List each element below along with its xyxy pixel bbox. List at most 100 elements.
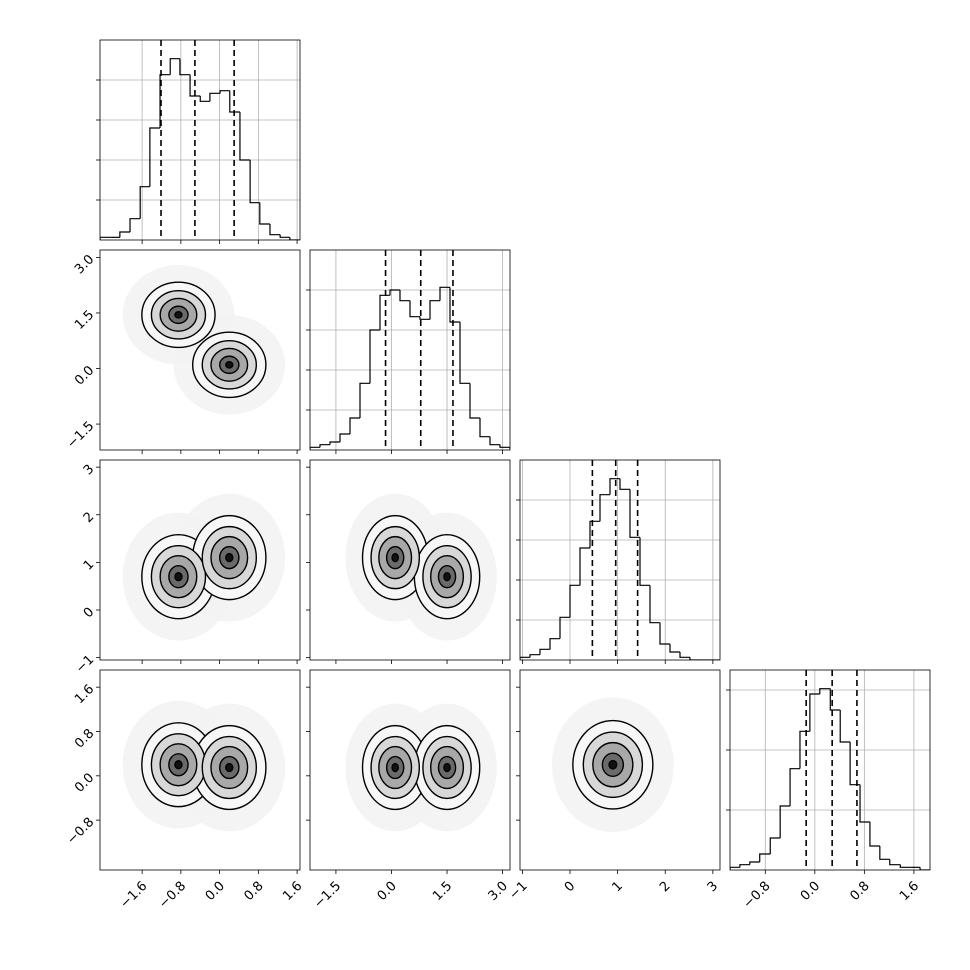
histogram-step bbox=[569, 584, 580, 618]
x-tick-label: 3 bbox=[705, 879, 721, 895]
histogram-step bbox=[919, 867, 930, 870]
histogram-step bbox=[779, 805, 791, 838]
panel-frame bbox=[519, 459, 721, 661]
histogram-step bbox=[100, 236, 111, 240]
y-tick-label: 1.6 bbox=[72, 682, 97, 707]
contour-level bbox=[391, 552, 399, 563]
histogram-step bbox=[879, 846, 890, 860]
histogram-step bbox=[819, 688, 831, 694]
histogram-step bbox=[520, 656, 530, 660]
histogram-step bbox=[119, 231, 131, 238]
y-tick-label: 2 bbox=[81, 509, 97, 525]
histogram-step bbox=[159, 74, 171, 128]
histogram-step bbox=[899, 864, 911, 868]
panel-frame bbox=[99, 459, 301, 661]
histogram-step bbox=[629, 489, 640, 538]
panel bbox=[100, 40, 300, 240]
panel-frame bbox=[99, 39, 301, 241]
histogram-step bbox=[479, 418, 490, 438]
histogram-step bbox=[149, 127, 161, 187]
histogram-step bbox=[849, 742, 861, 786]
panel bbox=[122, 265, 286, 415]
y-tick-label: 0.8 bbox=[72, 726, 97, 751]
histogram-step bbox=[489, 436, 500, 446]
histogram-step bbox=[789, 768, 800, 806]
panel bbox=[122, 700, 286, 832]
histogram-step bbox=[429, 300, 440, 320]
histogram-step bbox=[269, 224, 281, 236]
contour-level bbox=[225, 361, 234, 369]
histogram-step bbox=[619, 478, 630, 490]
y-tick-label: 0.0 bbox=[72, 363, 97, 388]
contour-level bbox=[443, 762, 451, 773]
panel bbox=[122, 493, 286, 641]
x-tick-label: 0.0 bbox=[798, 879, 823, 904]
panel-frame bbox=[519, 669, 721, 871]
contour-level bbox=[225, 552, 234, 563]
y-tick-label: 0.0 bbox=[72, 771, 97, 796]
histogram-step bbox=[579, 547, 590, 586]
histogram-step bbox=[379, 294, 390, 330]
panel-frame bbox=[729, 669, 931, 871]
histogram-step bbox=[549, 638, 560, 650]
x-tick-label: 0.8 bbox=[241, 879, 266, 904]
x-tick-label: 1.6 bbox=[897, 879, 922, 904]
panel bbox=[345, 493, 497, 641]
histogram-step bbox=[739, 864, 750, 868]
x-tick-label: 1 bbox=[609, 879, 625, 895]
panel-frame bbox=[309, 459, 511, 661]
contour-level bbox=[443, 571, 451, 582]
histogram-step bbox=[279, 234, 290, 238]
x-tick-label: 0.0 bbox=[203, 879, 228, 904]
histogram-step bbox=[449, 287, 460, 323]
histogram-step bbox=[289, 237, 300, 240]
histogram-step bbox=[209, 92, 221, 102]
histogram-step bbox=[749, 861, 760, 865]
histogram-step bbox=[499, 444, 510, 450]
histogram-step bbox=[769, 837, 781, 854]
x-tick-label: −0.8 bbox=[741, 879, 774, 912]
histogram-step bbox=[669, 644, 680, 653]
histogram-step bbox=[869, 822, 880, 847]
histogram-step bbox=[539, 648, 550, 655]
histogram-step bbox=[259, 202, 270, 225]
x-tick-label: −1.6 bbox=[117, 879, 150, 912]
contour-level bbox=[174, 311, 183, 319]
histogram-step bbox=[199, 96, 210, 102]
histogram-step bbox=[809, 693, 820, 732]
histogram-step bbox=[639, 537, 650, 586]
histogram-step bbox=[599, 494, 610, 522]
panel bbox=[730, 670, 930, 870]
histogram-step bbox=[310, 446, 320, 450]
histogram-step bbox=[399, 290, 410, 302]
histogram-step bbox=[679, 652, 690, 658]
panel bbox=[310, 250, 510, 450]
histogram-step bbox=[529, 654, 540, 658]
histogram-step bbox=[889, 859, 901, 866]
panel-frame bbox=[309, 249, 511, 451]
histogram-step bbox=[839, 710, 851, 743]
panel bbox=[520, 460, 720, 660]
histogram-step bbox=[759, 853, 771, 862]
histogram-step bbox=[239, 112, 251, 161]
histogram-step bbox=[419, 316, 430, 320]
panel bbox=[551, 697, 674, 833]
histogram-step bbox=[829, 688, 841, 711]
histogram-step bbox=[369, 329, 380, 384]
contour-level bbox=[608, 759, 618, 770]
histogram-step bbox=[730, 866, 740, 870]
histogram-step bbox=[439, 286, 450, 301]
histogram-step bbox=[689, 657, 700, 660]
panel bbox=[345, 703, 497, 832]
y-tick-label: 3 bbox=[81, 462, 97, 478]
histogram-step bbox=[319, 444, 330, 448]
y-tick-label: −1 bbox=[73, 652, 97, 676]
histogram-step bbox=[189, 74, 201, 97]
panel-frame bbox=[99, 249, 301, 451]
x-tick-label: 0 bbox=[562, 879, 578, 895]
histogram-step bbox=[559, 616, 570, 639]
histogram-step bbox=[859, 784, 870, 823]
panel-frame bbox=[99, 669, 301, 871]
